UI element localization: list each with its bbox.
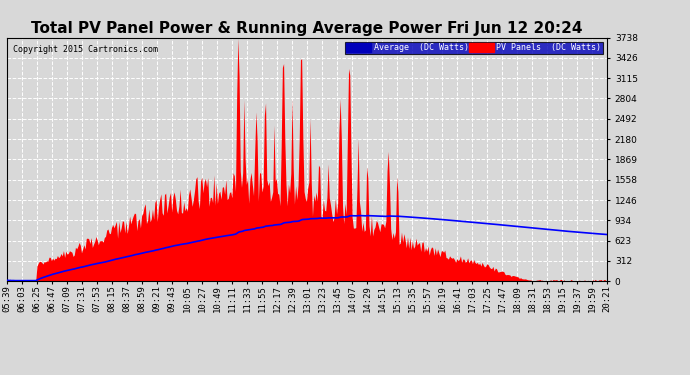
Title: Total PV Panel Power & Running Average Power Fri Jun 12 20:24: Total PV Panel Power & Running Average P… <box>31 21 583 36</box>
Text: Copyright 2015 Cartronics.com: Copyright 2015 Cartronics.com <box>13 45 158 54</box>
Legend: Average  (DC Watts), PV Panels  (DC Watts): Average (DC Watts), PV Panels (DC Watts) <box>345 42 603 54</box>
